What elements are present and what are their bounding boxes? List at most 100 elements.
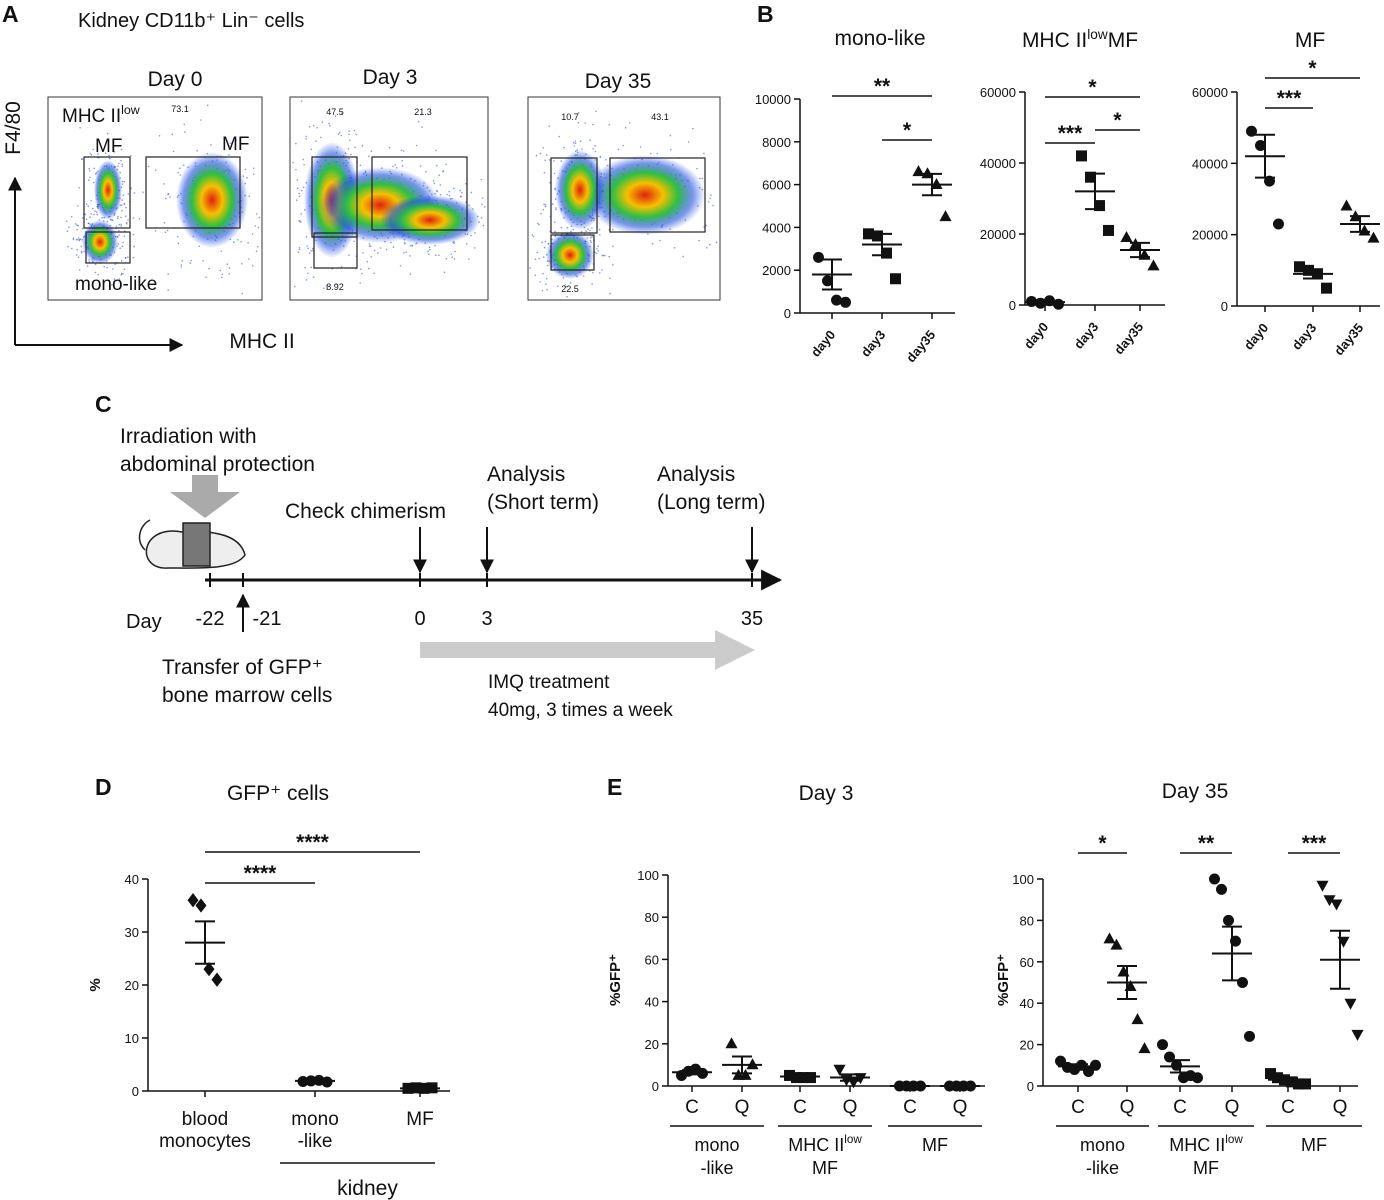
- event-dot: [590, 241, 592, 243]
- data-point: [1321, 282, 1332, 294]
- event-dot: [109, 157, 111, 160]
- y-tick-label: 40: [1020, 996, 1034, 1011]
- panel-title: Kidney CD11b⁺ Lin⁻ cells: [78, 10, 304, 32]
- significance-label: ****: [244, 862, 278, 885]
- event-dot: [300, 189, 303, 192]
- x-tick-label: monocytes: [159, 1131, 251, 1152]
- data-point: [1246, 125, 1257, 137]
- event-dot: [682, 255, 684, 258]
- event-dot: [536, 251, 539, 254]
- event-dot: [432, 180, 435, 182]
- event-dot: [545, 154, 548, 156]
- y-tick-label: 80: [645, 910, 659, 925]
- event-dot: [438, 254, 440, 257]
- event-dot: [112, 268, 114, 270]
- event-dot: [361, 272, 363, 275]
- event-dot: [599, 272, 601, 274]
- superscript: low: [121, 103, 140, 117]
- event-dot: [602, 254, 605, 257]
- event-dot: [70, 216, 73, 218]
- event-dot: [133, 192, 136, 194]
- event-dot: [411, 244, 414, 247]
- event-dot: [68, 226, 70, 228]
- event-dot: [701, 177, 703, 180]
- text-part: MHC II: [62, 106, 121, 127]
- event-dot: [591, 283, 593, 285]
- event-dot: [78, 187, 80, 189]
- event-dot: [125, 206, 127, 209]
- event-dot: [359, 282, 362, 284]
- y-tick-label: 4000: [762, 220, 791, 235]
- y-tick-label: 0: [652, 1079, 659, 1094]
- data-point: [805, 1072, 816, 1084]
- panel-label: B: [757, 1, 774, 27]
- event-dot: [538, 223, 540, 226]
- event-dot: [121, 209, 123, 212]
- event-dot: [484, 206, 486, 208]
- event-dot: [659, 239, 661, 242]
- event-dot: [705, 224, 707, 227]
- event-dot: [86, 265, 89, 267]
- event-dot: [307, 247, 309, 250]
- event-dot: [77, 205, 79, 207]
- event-dot: [87, 179, 90, 181]
- event-dot: [180, 266, 182, 268]
- event-dot: [470, 234, 472, 237]
- event-dot: [402, 150, 405, 152]
- event-dot: [120, 216, 122, 219]
- event-dot: [130, 155, 132, 157]
- event-dot: [251, 265, 254, 267]
- event-dot: [401, 159, 403, 162]
- event-dot: [589, 229, 591, 232]
- event-dot: [669, 134, 672, 137]
- event-dot: [205, 276, 207, 279]
- event-dot: [572, 228, 575, 231]
- event-dot: [539, 281, 541, 283]
- event-dot: [544, 205, 547, 208]
- abdominal-shield: [182, 522, 211, 567]
- event-dot: [453, 242, 456, 245]
- event-dot: [307, 272, 309, 275]
- event-dot: [609, 292, 611, 295]
- event-dot: [77, 224, 79, 227]
- event-dot: [534, 258, 537, 261]
- event-dot: [453, 258, 456, 260]
- event-dot: [316, 126, 319, 129]
- event-dot: [111, 219, 114, 221]
- chart-title: mono-like: [834, 27, 925, 50]
- y-tick-label: 40: [645, 995, 659, 1010]
- event-dot: [543, 256, 545, 259]
- event-dot: [367, 267, 370, 270]
- event-dot: [594, 144, 596, 147]
- event-dot: [118, 223, 120, 226]
- event-dot: [310, 266, 313, 269]
- event-dot: [451, 256, 454, 259]
- event-dot: [480, 178, 483, 181]
- event-dot: [74, 223, 77, 225]
- event-dot: [326, 288, 328, 291]
- event-dot: [121, 165, 124, 168]
- event-dot: [94, 210, 96, 212]
- event-dot: [428, 253, 430, 255]
- data-point: [1110, 938, 1123, 950]
- event-dot: [300, 100, 303, 102]
- y-tick-label: 60000: [980, 85, 1016, 100]
- data-point: [1323, 895, 1336, 907]
- data-point: [1351, 1029, 1364, 1041]
- y-tick-label: 100: [1012, 872, 1034, 887]
- y-tick-label: 20: [645, 1037, 659, 1052]
- significance-label: **: [874, 75, 891, 98]
- data-point: [1103, 932, 1116, 944]
- event-dot: [595, 252, 598, 255]
- event-dot: [80, 245, 83, 248]
- event-dot: [710, 194, 712, 196]
- event-dot: [254, 225, 257, 227]
- event-dot: [555, 208, 557, 211]
- density: [94, 160, 122, 220]
- x-tick-label: C: [1281, 1097, 1295, 1118]
- event-dot: [360, 268, 362, 271]
- diagram-label: IMQ treatment: [488, 672, 610, 693]
- event-dot: [598, 228, 601, 231]
- density: [380, 195, 480, 245]
- gate-name: MF: [95, 136, 122, 157]
